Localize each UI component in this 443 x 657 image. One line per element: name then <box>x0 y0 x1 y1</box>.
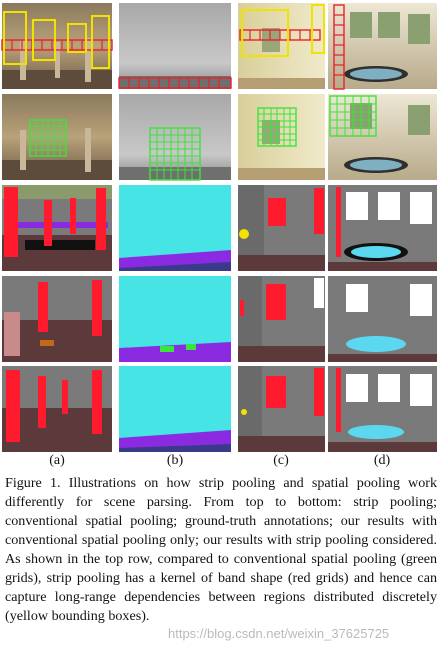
res-strip-a <box>2 366 112 452</box>
row-results-strip <box>2 366 437 452</box>
res-spatial-c <box>238 276 325 362</box>
row-ground-truth <box>2 185 437 271</box>
res-spatial-b <box>119 276 231 362</box>
column-label-a: (a) <box>49 453 65 468</box>
photo-d-spatial <box>328 94 437 180</box>
gt-b <box>119 185 231 271</box>
column-label-d: (d) <box>373 453 391 468</box>
res-strip-b <box>119 366 231 452</box>
photo-a-strip <box>1 3 113 89</box>
gt-a <box>2 185 112 271</box>
photo-d-strip <box>328 3 437 90</box>
photo-c-spatial <box>238 94 325 180</box>
photo-b-spatial <box>119 94 231 181</box>
photo-c-strip <box>238 3 325 89</box>
photo-a-spatial <box>2 94 112 180</box>
row-results-spatial <box>2 276 437 362</box>
res-spatial-d <box>328 276 437 362</box>
watermark-url: https://blog.csdn.net/weixin_37625725 <box>168 626 390 641</box>
res-strip-c <box>238 366 325 452</box>
row-strip-pooling <box>1 3 437 90</box>
row-spatial-pooling <box>2 94 437 181</box>
gt-c <box>238 185 325 271</box>
res-strip-d <box>328 366 437 452</box>
gt-d <box>328 185 437 271</box>
figure-caption: Figure 1. Illustrations on how strip poo… <box>5 475 437 624</box>
res-spatial-a <box>2 276 112 362</box>
photo-b-strip <box>118 3 232 89</box>
column-label-c: (c) <box>273 453 289 468</box>
column-label-b: (b) <box>166 453 184 468</box>
figure-grid <box>1 3 437 452</box>
